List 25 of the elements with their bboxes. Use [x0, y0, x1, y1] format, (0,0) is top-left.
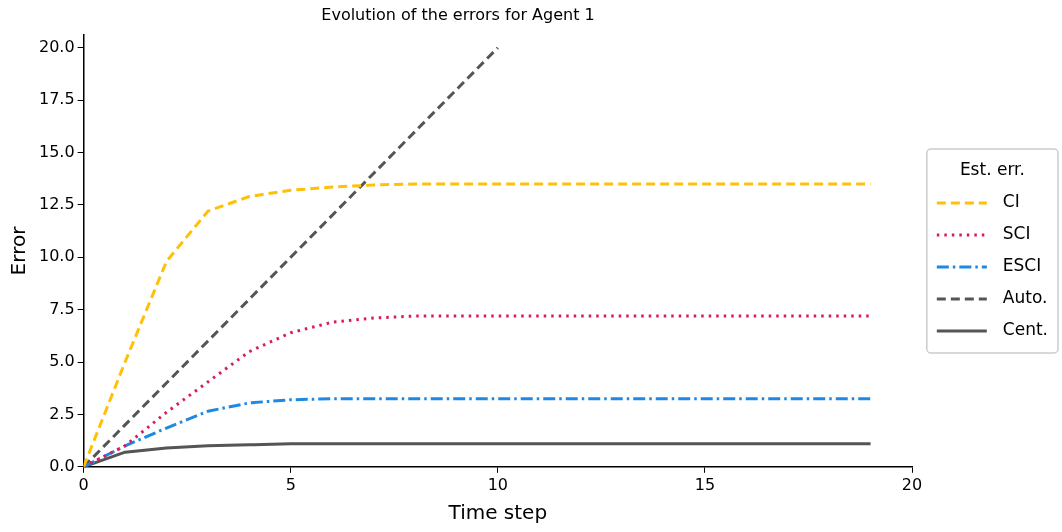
y-tick-label: 17.5: [39, 89, 75, 109]
legend-label: CI: [1002, 191, 1020, 212]
y-tick-label: 15.0: [39, 141, 75, 161]
y-tick-label: 2.5: [49, 403, 75, 423]
x-tick-label: 20: [901, 474, 923, 494]
line-series: [83, 397, 873, 467]
x-tick-label: 5: [285, 474, 296, 494]
line-series: [83, 182, 873, 467]
legend-label: Auto.: [1002, 287, 1048, 308]
y-tick-label: 10.0: [39, 246, 75, 266]
y-axis-title: Error: [6, 225, 31, 276]
y-tick-label: 7.5: [49, 298, 75, 318]
x-tick-label: 15: [694, 474, 716, 494]
y-tick-label: 5.0: [49, 351, 75, 371]
legend-label: SCI: [1002, 223, 1031, 244]
y-tick-label: 20.0: [39, 36, 75, 56]
x-tick-label: 0: [78, 474, 89, 494]
chart-title: Evolution of the errors for Agent 1: [321, 4, 595, 24]
legend-label: Cent.: [1002, 319, 1049, 340]
y-tick-label: 0.0: [49, 455, 75, 475]
x-tick-label: 10: [487, 474, 508, 494]
y-tick-label: 12.5: [39, 194, 75, 214]
x-axis-title: Time step: [447, 500, 548, 525]
legend-label: ESCI: [1002, 255, 1042, 276]
legend-title: Est. err.: [959, 159, 1025, 180]
